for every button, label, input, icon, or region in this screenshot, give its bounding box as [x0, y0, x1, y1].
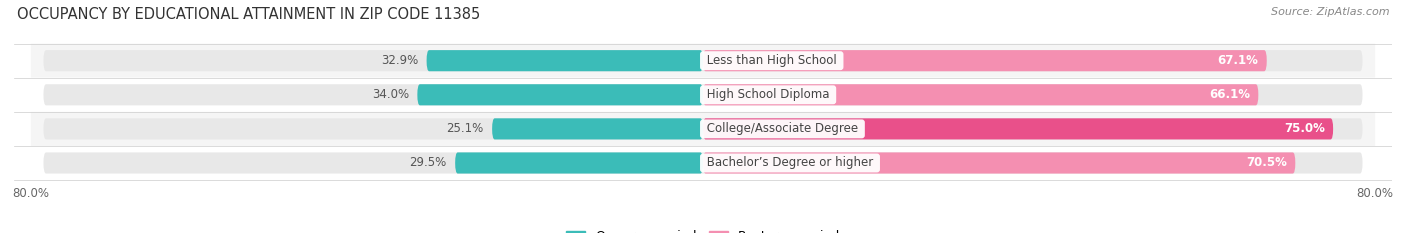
FancyBboxPatch shape [492, 118, 703, 140]
Text: Less than High School: Less than High School [703, 54, 841, 67]
Text: High School Diploma: High School Diploma [703, 88, 834, 101]
Text: 25.1%: 25.1% [447, 122, 484, 135]
FancyBboxPatch shape [44, 84, 1362, 105]
FancyBboxPatch shape [44, 50, 1362, 71]
FancyBboxPatch shape [31, 112, 1375, 146]
Text: 34.0%: 34.0% [371, 88, 409, 101]
FancyBboxPatch shape [44, 152, 1362, 174]
FancyBboxPatch shape [44, 118, 1362, 140]
FancyBboxPatch shape [703, 84, 1258, 105]
Text: 66.1%: 66.1% [1209, 88, 1250, 101]
FancyBboxPatch shape [703, 50, 1267, 71]
Text: OCCUPANCY BY EDUCATIONAL ATTAINMENT IN ZIP CODE 11385: OCCUPANCY BY EDUCATIONAL ATTAINMENT IN Z… [17, 7, 479, 22]
Text: 70.5%: 70.5% [1246, 157, 1286, 169]
Text: Source: ZipAtlas.com: Source: ZipAtlas.com [1271, 7, 1389, 17]
FancyBboxPatch shape [703, 152, 1295, 174]
FancyBboxPatch shape [456, 152, 703, 174]
Text: College/Associate Degree: College/Associate Degree [703, 122, 862, 135]
FancyBboxPatch shape [31, 146, 1375, 180]
Text: 29.5%: 29.5% [409, 157, 447, 169]
FancyBboxPatch shape [31, 44, 1375, 78]
Text: 67.1%: 67.1% [1218, 54, 1258, 67]
FancyBboxPatch shape [31, 78, 1375, 112]
Legend: Owner-occupied, Renter-occupied: Owner-occupied, Renter-occupied [561, 225, 845, 233]
FancyBboxPatch shape [418, 84, 703, 105]
FancyBboxPatch shape [426, 50, 703, 71]
Text: 75.0%: 75.0% [1284, 122, 1324, 135]
FancyBboxPatch shape [703, 118, 1333, 140]
Text: 32.9%: 32.9% [381, 54, 418, 67]
Text: Bachelor’s Degree or higher: Bachelor’s Degree or higher [703, 157, 877, 169]
